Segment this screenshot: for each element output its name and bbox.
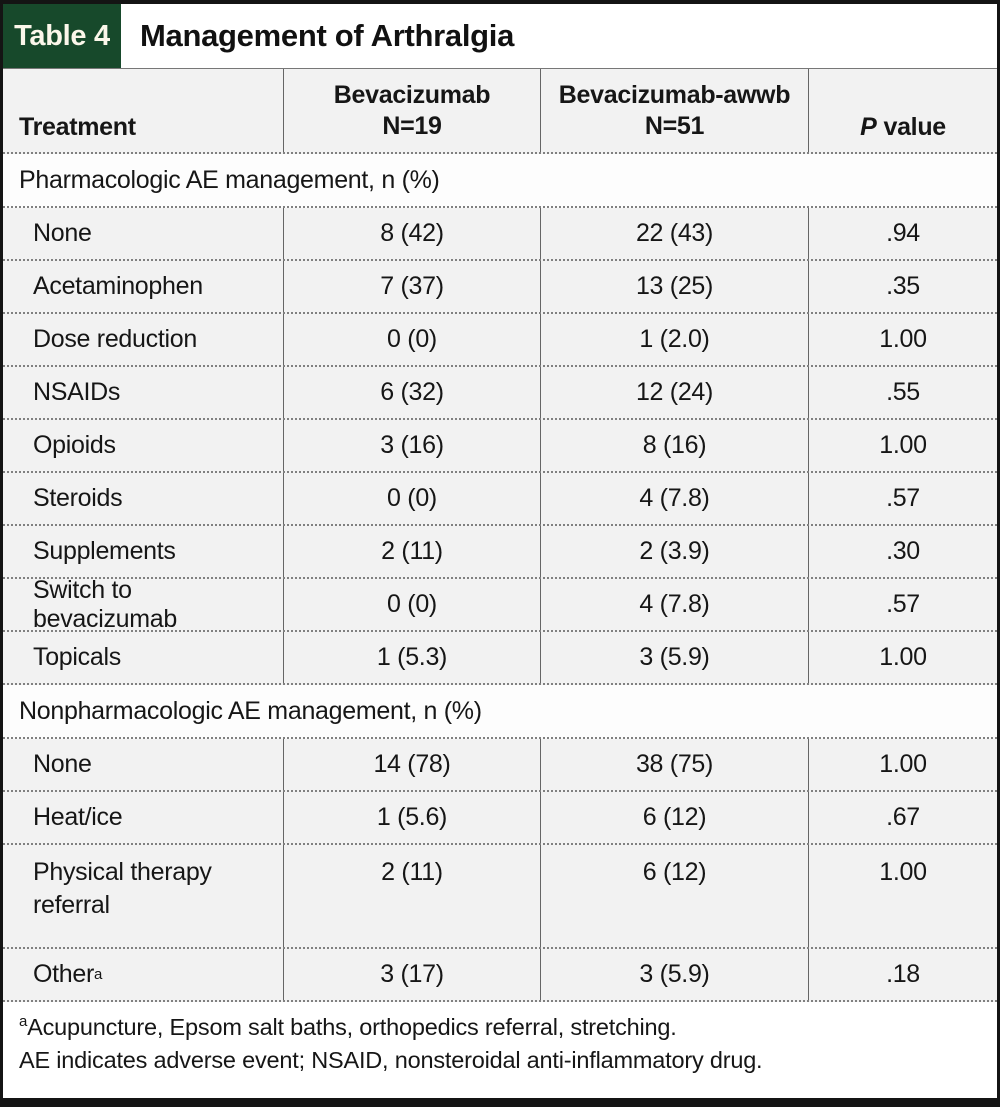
- awwb-cell: 3 (5.9): [540, 949, 808, 1000]
- p-value-cell: .30: [808, 526, 997, 577]
- bev-cell: 2 (11): [283, 526, 540, 577]
- table-row: None 8 (42) 22 (43) .94: [3, 208, 997, 261]
- awwb-cell: 1 (2.0): [540, 314, 808, 365]
- table-row: Topicals 1 (5.3) 3 (5.9) 1.00: [3, 632, 997, 685]
- bev-cell: 1 (5.6): [283, 792, 540, 843]
- awwb-cell: 12 (24): [540, 367, 808, 418]
- p-value-cell: .57: [808, 579, 997, 630]
- treatment-cell: Dose reduction: [33, 325, 197, 353]
- table-number-badge: Table 4: [3, 4, 121, 68]
- treatment-cell: Acetaminophen: [33, 272, 203, 300]
- section-header-nonpharmacologic: Nonpharmacologic AE management, n (%): [3, 685, 997, 739]
- bev-cell: 2 (11): [283, 845, 540, 947]
- table-row: Other a 3 (17) 3 (5.9) .18: [3, 949, 997, 1002]
- treatment-cell: Other a: [33, 960, 103, 988]
- table-row: Physical therapy referral 2 (11) 6 (12) …: [3, 845, 997, 949]
- awwb-cell: 22 (43): [540, 208, 808, 259]
- awwb-cell: 6 (12): [540, 845, 808, 947]
- treatment-cell: Opioids: [33, 431, 116, 459]
- bev-cell: 14 (78): [283, 739, 540, 790]
- table-row: Opioids 3 (16) 8 (16) 1.00: [3, 420, 997, 473]
- header-bevacizumab-awwb-label: Bevacizumab-awwb N=51: [558, 80, 791, 140]
- table-row: NSAIDs 6 (32) 12 (24) .55: [3, 367, 997, 420]
- bev-cell: 3 (17): [283, 949, 540, 1000]
- table-row: Acetaminophen 7 (37) 13 (25) .35: [3, 261, 997, 314]
- awwb-cell: 8 (16): [540, 420, 808, 471]
- treatment-cell: Physical therapy referral: [33, 858, 212, 919]
- footnote-line-1: aAcupuncture, Epsom salt baths, orthoped…: [19, 1013, 677, 1040]
- bev-cell: 1 (5.3): [283, 632, 540, 683]
- table-row: Switch to bevacizumab 0 (0) 4 (7.8) .57: [3, 575, 997, 633]
- section-header-pharmacologic: Pharmacologic AE management, n (%): [3, 154, 997, 208]
- title-bar: Table 4 Management of Arthralgia: [3, 4, 997, 68]
- footnote-line-2: AE indicates adverse event; NSAID, nonst…: [19, 1047, 763, 1074]
- treatment-cell: Supplements: [33, 537, 176, 565]
- p-value-cell: 1.00: [808, 420, 997, 471]
- treatment-cell: NSAIDs: [33, 378, 121, 406]
- footnote-marker: a: [19, 1013, 28, 1031]
- awwb-cell: 4 (7.8): [540, 579, 808, 630]
- table-row: Steroids 0 (0) 4 (7.8) .57: [3, 473, 997, 526]
- treatment-cell: Topicals: [33, 643, 121, 671]
- p-value-cell: .57: [808, 473, 997, 524]
- bev-cell: 0 (0): [283, 314, 540, 365]
- table-row: Heat/ice 1 (5.6) 6 (12) .67: [3, 792, 997, 845]
- table-title: Management of Arthralgia: [140, 18, 515, 53]
- header-bevacizumab-label: Bevacizumab N=19: [333, 80, 491, 140]
- awwb-cell: 13 (25): [540, 261, 808, 312]
- p-value-cell: .67: [808, 792, 997, 843]
- p-value-cell: .18: [808, 949, 997, 1000]
- awwb-cell: 3 (5.9): [540, 632, 808, 683]
- p-value-cell: 1.00: [808, 845, 997, 947]
- header-treatment: Treatment: [19, 113, 136, 141]
- p-value-cell: 1.00: [808, 632, 997, 683]
- bev-cell: 0 (0): [283, 473, 540, 524]
- treatment-cell: Switch to bevacizumab: [33, 575, 178, 633]
- treatment-cell: None: [33, 750, 92, 778]
- awwb-cell: 4 (7.8): [540, 473, 808, 524]
- treatment-cell: Heat/ice: [33, 803, 123, 831]
- awwb-cell: 6 (12): [540, 792, 808, 843]
- awwb-cell: 2 (3.9): [540, 526, 808, 577]
- p-value-cell: .55: [808, 367, 997, 418]
- header-bevacizumab-awwb: Bevacizumab-awwb N=51: [540, 69, 808, 152]
- bev-cell: 6 (32): [283, 367, 540, 418]
- bev-cell: 8 (42): [283, 208, 540, 259]
- bev-cell: 3 (16): [283, 420, 540, 471]
- treatment-cell: Steroids: [33, 484, 123, 512]
- bev-cell: 7 (37): [283, 261, 540, 312]
- header-bevacizumab: Bevacizumab N=19: [283, 69, 540, 152]
- table-row: Dose reduction 0 (0) 1 (2.0) 1.00: [3, 314, 997, 367]
- p-value-cell: .35: [808, 261, 997, 312]
- footnotes: aAcupuncture, Epsom salt baths, orthoped…: [3, 1002, 997, 1098]
- awwb-cell: 38 (75): [540, 739, 808, 790]
- p-value-cell: 1.00: [808, 739, 997, 790]
- bev-cell: 0 (0): [283, 579, 540, 630]
- table-row: Supplements 2 (11) 2 (3.9) .30: [3, 526, 997, 579]
- table-row: None 14 (78) 38 (75) 1.00: [3, 739, 997, 792]
- p-value-cell: 1.00: [808, 314, 997, 365]
- p-value-cell: .94: [808, 208, 997, 259]
- treatment-cell: None: [33, 219, 92, 247]
- table-header-row: Treatment Bevacizumab N=19 Bevacizumab-aw…: [3, 68, 997, 154]
